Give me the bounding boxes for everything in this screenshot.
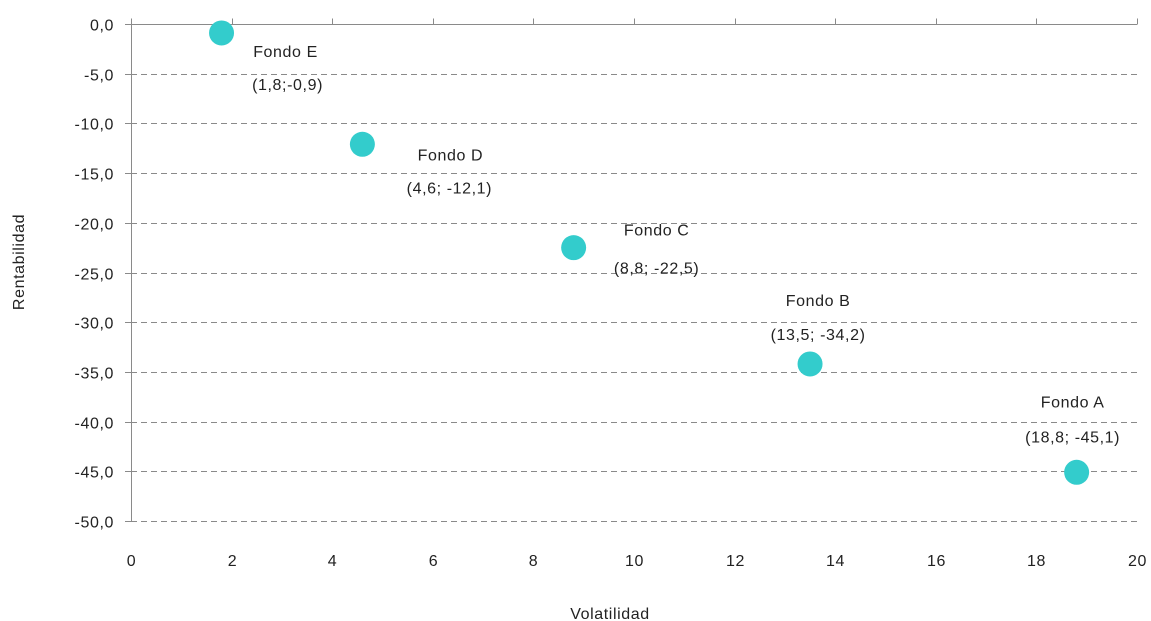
point-name-label: Fondo C: [624, 223, 690, 240]
y-tick-label: 0,0: [90, 18, 114, 35]
point-coord-label: (13,5; -34,2): [771, 327, 866, 344]
y-tick-label: -10,0: [75, 117, 114, 134]
x-tick-label: 18: [1027, 553, 1046, 570]
x-tick-label: 8: [529, 553, 539, 570]
point-coord-label: (4,6; -12,1): [407, 180, 492, 197]
x-tick-label: 0: [127, 553, 137, 570]
scatter-point: [797, 351, 823, 377]
x-tick-label: 4: [328, 553, 338, 570]
y-tick-label: -50,0: [75, 515, 114, 532]
point-coord-label: (18,8; -45,1): [1025, 429, 1120, 446]
scatter-point: [1064, 459, 1090, 485]
grid-layer: [131, 74, 1137, 522]
x-tick-label: 2: [228, 553, 238, 570]
x-tick-label: 12: [726, 553, 745, 570]
scatter-point: [561, 235, 587, 261]
point-coord-label: (8,8; -22,5): [614, 261, 699, 278]
y-tick-label: -30,0: [75, 316, 114, 333]
tick-label-layer: 0,0 -5,0 -10,0 -15,0 -20,0 -25,0 -30,0 -35,0 -40…: [75, 18, 1147, 571]
point-name-label: Fondo E: [253, 44, 318, 61]
x-tick-label: 10: [625, 553, 644, 570]
y-tick-label: -5,0: [84, 68, 114, 85]
axis-layer: [125, 18, 1138, 522]
y-axis-title: Rentabilidad: [11, 214, 28, 310]
point-label-layer: Fondo E (1,8;-0,9) Fondo D (4,6; -12,1) Fond…: [252, 44, 1120, 446]
scatter-point: [209, 20, 235, 46]
y-tick-label: -40,0: [75, 416, 114, 433]
y-tick-label: -45,0: [75, 465, 114, 482]
y-tick-label: -15,0: [75, 167, 114, 184]
x-tick-label: 6: [429, 553, 439, 570]
x-axis-title: Volatilidad: [570, 606, 650, 621]
point-coord-label: (1,8;-0,9): [252, 77, 323, 94]
point-name-label: Fondo A: [1041, 394, 1105, 411]
y-tick-label: -35,0: [75, 366, 114, 383]
y-tick-label: -20,0: [75, 217, 114, 234]
x-tick-label: 20: [1128, 553, 1147, 570]
point-name-label: Fondo B: [786, 293, 851, 310]
point-layer: [209, 20, 1090, 485]
y-tick-label: -25,0: [75, 267, 114, 284]
point-name-label: Fondo D: [418, 147, 484, 164]
x-tick-label: 14: [826, 553, 845, 570]
scatter-point: [349, 131, 375, 157]
x-tick-label: 16: [927, 553, 946, 570]
